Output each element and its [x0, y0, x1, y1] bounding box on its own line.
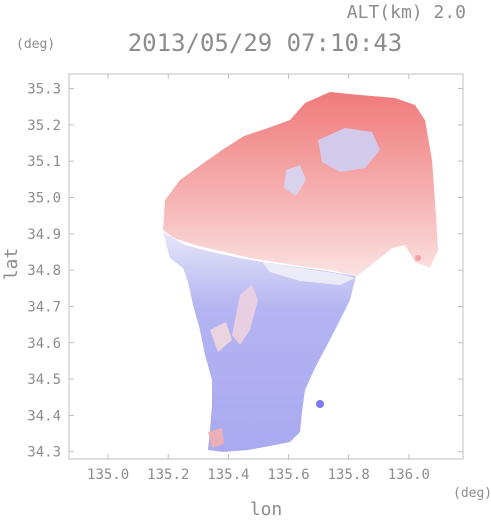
y-tick-label: 34.7 — [27, 299, 61, 315]
altitude-label: ALT(km) 2.0 — [347, 2, 466, 23]
y-tick-label: 34.6 — [27, 336, 61, 352]
x-tick-label: 135.8 — [328, 467, 370, 483]
y-axis-ticks: 35.3 35.2 35.1 35.0 34.9 34.8 34.7 34.6 34.5 34.4… — [27, 82, 463, 461]
y-tick-label: 34.9 — [27, 227, 61, 243]
y-axis-title: lat — [1, 248, 22, 281]
negative-patch-north-small — [284, 165, 306, 196]
y-tick-label: 34.4 — [27, 408, 61, 424]
x-axis-title: lon — [250, 499, 283, 520]
y-tick-label: 34.8 — [27, 263, 61, 279]
x-tick-label: 135.6 — [267, 467, 309, 483]
neutral-wedge — [262, 262, 355, 285]
x-tick-label: 135.2 — [147, 467, 189, 483]
x-axis-ticks: 135.0 135.2 135.4 135.6 135.8 136.0 — [87, 74, 430, 483]
positive-streak-south — [232, 285, 258, 345]
y-tick-label: 35.2 — [27, 118, 61, 134]
positive-spot-east — [415, 255, 421, 261]
plot-frame — [68, 73, 464, 460]
y-tick-label: 35.3 — [27, 82, 61, 98]
negative-spot-east — [316, 400, 324, 408]
negative-velocity-region — [163, 232, 356, 452]
positive-spot-south — [208, 428, 224, 448]
timestamp-title: 2013/05/29 07:10:43 — [128, 29, 403, 57]
positive-streak-left — [210, 322, 232, 352]
y-tick-label: 35.1 — [27, 154, 61, 170]
y-tick-label: 34.5 — [27, 372, 61, 388]
negative-patch-north — [318, 128, 380, 172]
x-tick-label: 136.0 — [388, 467, 430, 483]
x-tick-label: 135.4 — [207, 467, 249, 483]
y-unit-label: (deg) — [16, 37, 55, 52]
y-tick-label: 35.0 — [27, 190, 61, 206]
radar-field — [163, 92, 438, 452]
x-tick-label: 135.0 — [87, 467, 129, 483]
x-unit-label: (deg) — [453, 486, 491, 501]
y-tick-label: 34.3 — [27, 445, 61, 461]
